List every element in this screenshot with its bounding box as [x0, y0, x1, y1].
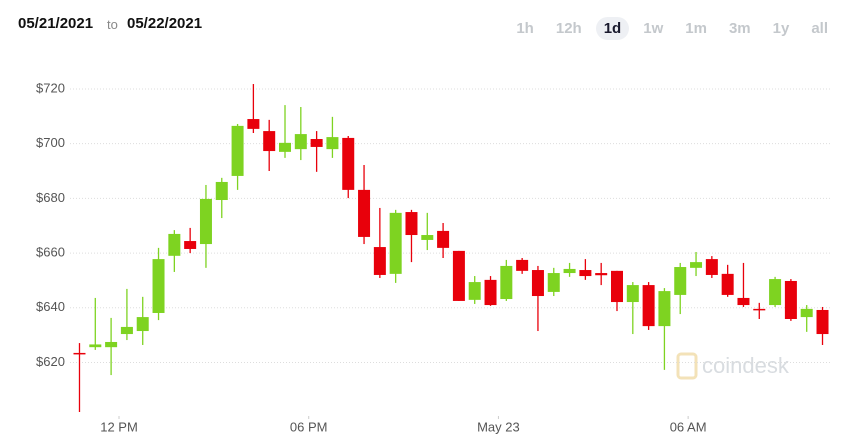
range-button[interactable]: 1y — [772, 20, 790, 37]
candle-body — [816, 309, 829, 335]
candle-body — [294, 134, 307, 150]
end-date: 05/22/2021 — [127, 15, 203, 32]
candle-body — [152, 259, 165, 313]
header: 05/21/2021 to 05/22/2021 1h 12h 1d 1w 1m 3m 1y… — [0, 0, 854, 50]
x-tick-label: 06 AM — [670, 419, 707, 434]
y-tick-label: $700 — [36, 135, 65, 150]
candle-body — [547, 273, 560, 292]
date-connector: to — [107, 17, 118, 32]
candle-body — [389, 212, 402, 274]
range-selector: 1h 12h 1d 1w 1m 3m 1y all — [508, 17, 836, 40]
candle-body — [373, 247, 386, 275]
candle-body — [437, 230, 450, 248]
candle-body — [516, 259, 529, 271]
range-button[interactable]: 1d — [595, 17, 630, 40]
y-tick-label: $680 — [36, 190, 65, 205]
candle-body — [73, 352, 86, 355]
range-button[interactable]: 1m — [685, 20, 707, 37]
y-tick-label: $640 — [36, 299, 65, 314]
range-button[interactable]: 12h — [555, 20, 582, 37]
candle-body — [184, 241, 197, 249]
candle-body — [642, 285, 655, 327]
candle-body — [421, 235, 434, 240]
candle-body — [215, 181, 228, 201]
candle-body — [136, 317, 149, 332]
watermark-text: coindesk — [702, 353, 790, 378]
candle-body — [784, 280, 797, 319]
candle-body — [120, 326, 133, 335]
candle-body — [579, 270, 592, 277]
candle-body — [800, 308, 813, 318]
candle-body — [247, 119, 260, 129]
candle-body — [310, 139, 323, 147]
candle-body — [531, 270, 544, 297]
candle-body — [721, 273, 734, 295]
candle-body — [405, 212, 418, 236]
candle-body — [342, 137, 355, 190]
candle-body — [452, 250, 465, 301]
candle-body — [484, 279, 497, 306]
candle-body — [279, 142, 292, 152]
candle-body — [626, 285, 639, 303]
y-tick-label: $720 — [36, 80, 65, 95]
candle-body — [674, 267, 687, 295]
candle-body — [468, 282, 481, 300]
y-tick-label: $620 — [36, 354, 65, 369]
candle-body — [500, 265, 513, 300]
candle-body — [358, 189, 371, 237]
start-date: 05/21/2021 — [18, 15, 94, 32]
range-button[interactable]: all — [811, 20, 828, 37]
range-button[interactable]: 3m — [728, 20, 751, 37]
candle-body — [610, 270, 623, 303]
watermark: coindesk — [676, 352, 790, 380]
range-button[interactable]: 1w — [643, 20, 664, 37]
candle-body — [326, 137, 339, 150]
candle-body — [658, 291, 671, 327]
candle-body — [737, 297, 750, 306]
candle-body — [769, 279, 782, 306]
candle-body — [563, 268, 576, 274]
candle-body — [231, 125, 244, 176]
x-tick-label: May 23 — [477, 419, 520, 434]
x-tick-label: 12 PM — [100, 419, 138, 434]
candle-body — [705, 259, 718, 275]
y-tick-label: $660 — [36, 245, 65, 260]
range-button[interactable]: 1h — [516, 20, 534, 37]
candle-body — [595, 273, 608, 276]
candle-body — [199, 198, 212, 245]
candle-body — [753, 308, 766, 311]
x-tick-label: 06 PM — [290, 419, 328, 434]
candle-body — [690, 262, 703, 268]
candle-body — [89, 344, 102, 348]
candle-body — [168, 233, 181, 256]
candle-body — [105, 341, 118, 348]
candle-body — [263, 131, 276, 152]
